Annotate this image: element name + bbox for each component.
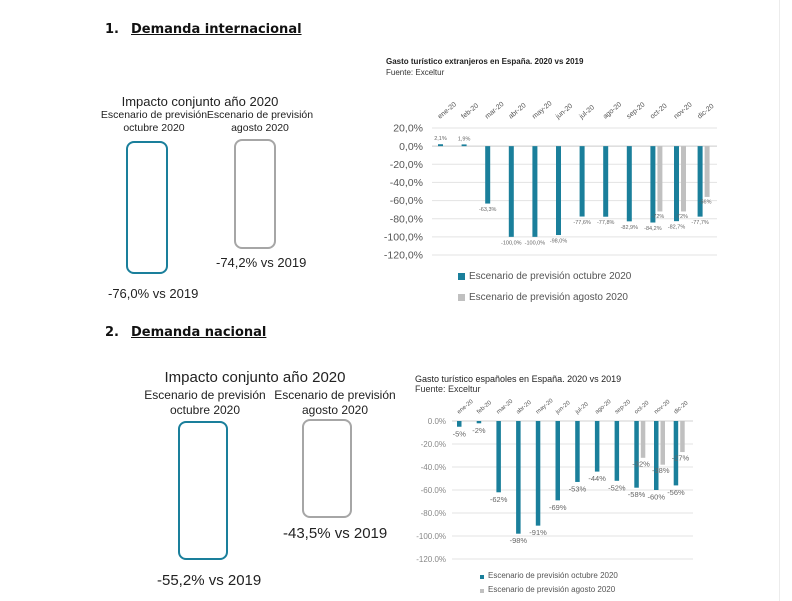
oct-scenario-box-international: [126, 141, 168, 274]
scenario-aug-label-international: Escenario de previsión agosto 2020: [202, 109, 318, 135]
chart1-data-label-aug: -72%: [675, 214, 688, 220]
chart1-legend-swatch: [458, 294, 465, 301]
chart1-category-label: feb-20: [460, 102, 480, 120]
chart1-category-label: oct-20: [649, 103, 668, 121]
chart1-ytick-label: -120,0%: [384, 250, 423, 262]
oct-value-international: -76,0% vs 2019: [108, 286, 199, 301]
chart1-bar-oct: [461, 144, 467, 147]
scenario-aug-label-line1: Escenario de previsión: [274, 388, 396, 402]
scenario-oct-label-line1: Escenario de previsión: [144, 388, 266, 402]
section-2-heading: 2. Demanda nacional: [105, 325, 266, 340]
chart1-bar-oct: [532, 146, 538, 237]
chart1-legend-label: Escenario de previsión agosto 2020: [469, 292, 628, 303]
chart1-data-label-aug: -72%: [651, 214, 664, 220]
section-1-number: 1.: [105, 22, 119, 37]
chart1-bar-oct: [603, 146, 609, 217]
scenario-oct-label-national: Escenario de previsión octubre 2020: [138, 388, 272, 418]
chart1-bar-oct: [556, 146, 561, 236]
chart1-category-label: dic-20: [696, 103, 715, 121]
page-edge: [779, 0, 780, 601]
section-2-number: 2.: [105, 325, 119, 340]
chart1-bar-aug: [704, 146, 710, 197]
aug-value-national: -43,5% vs 2019: [283, 525, 388, 542]
chart1-bar-aug: [657, 146, 663, 212]
chart1-category-label: may-20: [531, 100, 553, 120]
chart2-subtitle: Fuente: Exceltur: [415, 384, 481, 394]
chart1-data-label-oct: 2,1%: [434, 136, 447, 142]
oct-scenario-box-national: [178, 421, 228, 560]
chart1-ytick-label: 0,0%: [399, 141, 423, 153]
section-2-title: Demanda nacional: [131, 325, 267, 340]
chart1-ytick-label: -40,0%: [390, 177, 423, 189]
chart1-bar-oct: [674, 146, 679, 222]
chart1-bar-aug: [681, 146, 686, 212]
scenario-oct-label-line2: octubre 2020: [123, 122, 185, 135]
chart1-data-label-oct: 1,9%: [458, 136, 471, 142]
chart2-title: Gasto turístico españoles en España. 202…: [415, 374, 622, 384]
scenario-aug-label-line1: Escenario de previsión: [206, 109, 314, 121]
scenario-aug-label-national: Escenario de previsión agosto 2020: [268, 388, 402, 418]
chart1-bar-oct: [485, 146, 491, 204]
chart1-ytick-label: -100,0%: [384, 232, 423, 244]
chart1-legend-swatch: [458, 273, 465, 280]
aug-scenario-box-international: [234, 139, 276, 249]
chart1-category-label: jun-20: [554, 103, 574, 122]
chart1-data-label-oct: -82,7%: [668, 225, 686, 231]
chart1-ytick-label: -60,0%: [390, 195, 423, 207]
chart1-category-label: jul-20: [578, 104, 596, 121]
chart1-ytick-label: -80,0%: [390, 213, 423, 225]
chart1-category-label: nov-20: [673, 101, 694, 120]
chart1-data-label-oct: -84,2%: [644, 226, 662, 232]
chart1-category-label: abr-20: [508, 102, 528, 120]
chart1-data-label-oct: -82,9%: [621, 225, 639, 231]
chart1-data-label-oct: -100,0%: [525, 240, 546, 246]
chart1-bar-oct: [626, 146, 632, 222]
chart1-bar-oct: [697, 146, 703, 217]
aug-scenario-box-national: [302, 419, 352, 518]
chart1-ytick-label: -20,0%: [390, 159, 423, 171]
section-1-title: Demanda internacional: [131, 22, 302, 37]
oct-value-national: -55,2% vs 2019: [157, 572, 262, 589]
chart1-category-label: sep-20: [626, 101, 647, 120]
scenario-oct-label-line1: Escenario de previsión: [100, 109, 208, 121]
chart1-title: Gasto turístico extranjeros en España. 2…: [386, 57, 584, 66]
chart1-category-label: mar-20: [484, 101, 506, 121]
scenario-oct-label-line2: octubre 2020: [169, 403, 241, 417]
chart1-data-label-oct: -100,0%: [501, 240, 522, 246]
chart1-bar-oct: [579, 146, 585, 217]
aug-value-international: -74,2% vs 2019: [216, 255, 307, 270]
chart1-legend-label: Escenario de previsión octubre 2020: [469, 271, 632, 282]
chart1-category-label: ene-20: [437, 101, 458, 120]
scenario-aug-label-line2: agosto 2020: [301, 403, 369, 417]
chart1-data-label-aug: -56%: [699, 199, 712, 205]
chart1-data-label-oct: -98,0%: [550, 239, 568, 245]
chart1-ytick-label: 20,0%: [393, 123, 423, 135]
impact-title-international: Impacto conjunto año 2020: [121, 94, 279, 109]
chart1-data-label-oct: -77,6%: [573, 220, 591, 226]
chart1-bar-oct: [438, 144, 443, 147]
scenario-aug-label-line2: agosto 2020: [231, 122, 289, 135]
chart1-category-label: ago-20: [602, 101, 623, 120]
chart1-subtitle: Fuente: Exceltur: [386, 68, 445, 77]
chart1-data-label-oct: -77,7%: [691, 220, 709, 226]
chart1-data-label-oct: -63,3%: [479, 207, 497, 213]
scenario-oct-label-international: Escenario de previsión octubre 2020: [94, 109, 214, 135]
chart1-bar-oct: [508, 146, 514, 237]
impact-title-national: Impacto conjunto año 2020: [164, 369, 346, 386]
chart1-data-label-oct: -77,8%: [597, 220, 615, 226]
section-1-heading: 1. Demanda internacional: [105, 22, 302, 37]
chart1-bar-oct: [650, 146, 656, 223]
